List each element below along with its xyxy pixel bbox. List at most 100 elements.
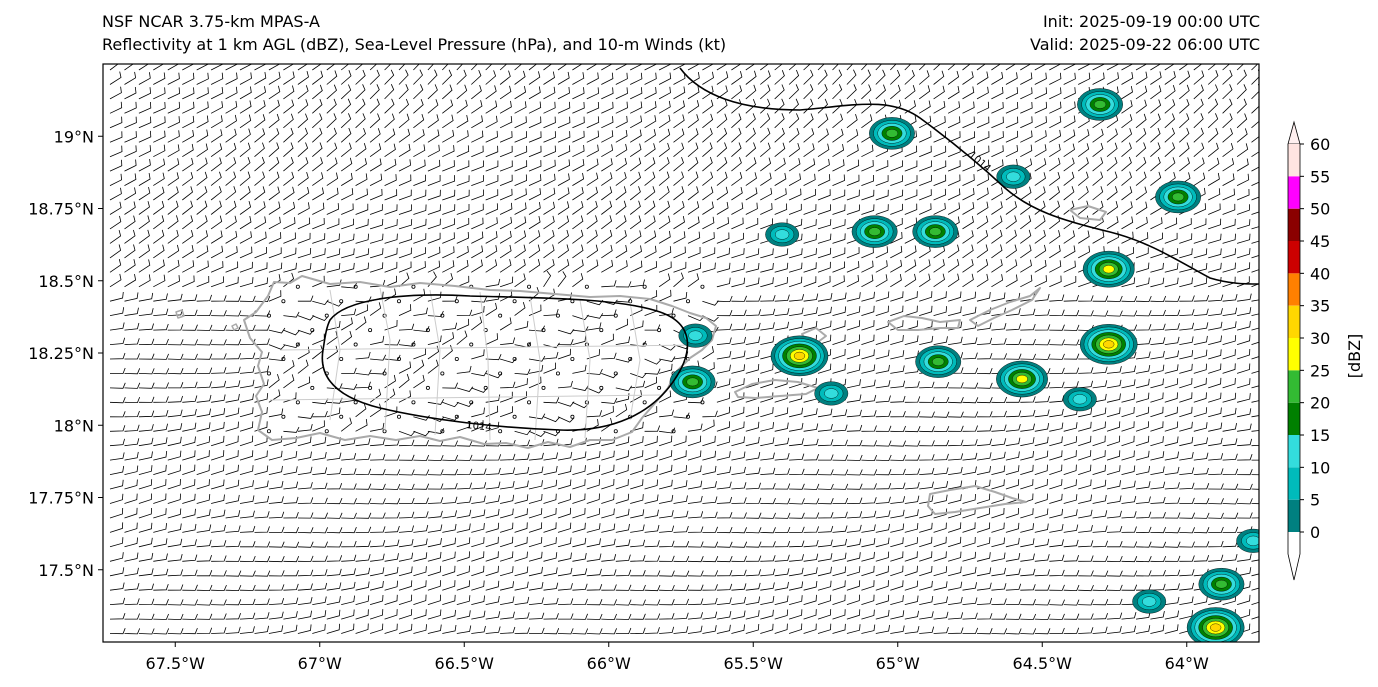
wind-barb — [196, 436, 211, 447]
wind-barb — [543, 362, 556, 374]
wind-barb — [384, 580, 398, 591]
wind-barb — [1164, 541, 1181, 548]
wind-barb — [890, 468, 906, 475]
wind-barb — [225, 510, 241, 519]
wind-barb — [1092, 186, 1104, 201]
calm-wind-marker — [339, 299, 344, 304]
wind-barb — [124, 598, 140, 605]
wind-barb — [528, 430, 546, 437]
wind-barb — [572, 568, 588, 577]
wind-barb — [731, 541, 748, 548]
wind-barb — [875, 84, 886, 100]
wind-barb — [962, 382, 979, 389]
wind-barb — [745, 113, 756, 129]
wind-barb — [283, 156, 294, 172]
wind-barb — [658, 363, 673, 374]
wind-barb — [1251, 313, 1259, 316]
wind-barb — [485, 115, 498, 129]
wind-barb — [832, 247, 846, 259]
wind-barb — [702, 247, 716, 259]
wind-barb — [1251, 151, 1259, 158]
wind-barb — [1251, 488, 1259, 490]
wind-barb — [1005, 598, 1022, 605]
wind-barb — [471, 468, 487, 475]
wind-barb — [138, 382, 155, 389]
wind-barb — [933, 425, 950, 433]
wind-barb — [1092, 200, 1104, 215]
wind-barb — [875, 469, 892, 476]
wind-barb — [572, 159, 585, 172]
wind-barb — [962, 536, 976, 548]
wind-barb — [225, 230, 238, 244]
wind-barb — [1049, 72, 1062, 85]
wind-barb — [586, 493, 600, 504]
wind-barb — [904, 381, 920, 389]
wind-barb — [846, 379, 861, 389]
wind-barb — [947, 145, 961, 158]
wind-barb — [499, 70, 511, 85]
wind-barb — [1222, 483, 1239, 490]
wind-barb — [239, 216, 252, 230]
wind-barb — [1078, 367, 1094, 374]
wind-barb — [138, 451, 153, 461]
wind-barb — [211, 324, 227, 331]
wind-barb — [846, 174, 860, 186]
wind-barb — [1135, 570, 1152, 577]
wind-barb — [1092, 612, 1108, 620]
wind-barb — [760, 70, 771, 85]
wind-barb — [875, 410, 892, 418]
wind-barb — [745, 157, 757, 172]
wind-barb — [601, 352, 617, 360]
wind-barb — [1222, 248, 1236, 259]
wind-barb — [1034, 464, 1048, 475]
wind-barb — [716, 351, 732, 360]
wind-barb — [832, 113, 843, 129]
wind-barb — [673, 510, 689, 519]
wind-barb — [716, 99, 728, 114]
wind-barb — [153, 409, 169, 418]
wind-barb — [716, 71, 729, 85]
wind-barb — [239, 246, 253, 259]
wind-barb — [211, 353, 227, 360]
wind-barb — [586, 200, 598, 215]
wind-barb — [1135, 496, 1151, 504]
wind-barb — [196, 294, 212, 302]
wind-barb — [528, 71, 541, 85]
wind-barb — [268, 128, 280, 143]
wind-barb — [1092, 464, 1106, 475]
wind-barb — [702, 128, 713, 143]
wind-barb — [890, 482, 906, 490]
wind-barb — [413, 580, 427, 591]
wind-barb — [1193, 335, 1208, 345]
wind-barb — [471, 551, 485, 562]
wind-barb — [268, 450, 283, 461]
calm-wind-marker — [498, 313, 503, 318]
wind-barb — [471, 64, 478, 71]
wind-barb — [774, 377, 788, 389]
wind-barb — [297, 64, 308, 71]
wind-barb — [731, 596, 746, 605]
wind-barb — [196, 509, 211, 519]
wind-barb — [138, 479, 153, 490]
wind-barb — [413, 84, 424, 100]
wind-barb — [586, 508, 601, 519]
wind-barb — [109, 479, 124, 490]
wind-barb — [485, 454, 502, 461]
wind-barb — [268, 373, 280, 389]
wind-barb — [644, 376, 658, 389]
wind-barb — [239, 128, 251, 143]
wind-barb — [832, 204, 846, 215]
wind-barb — [673, 465, 687, 475]
wind-barb — [167, 186, 179, 201]
wind-barb — [182, 381, 198, 389]
wind-barb — [658, 171, 670, 186]
wind-barb — [182, 353, 198, 360]
wind-barb — [182, 450, 196, 461]
wind-barb — [601, 569, 617, 577]
wind-barb — [991, 438, 1007, 447]
wind-barb — [716, 277, 731, 288]
wind-barb — [225, 584, 242, 592]
wind-barb — [312, 555, 328, 562]
wind-barb — [369, 84, 380, 100]
wind-barb — [1063, 509, 1078, 519]
